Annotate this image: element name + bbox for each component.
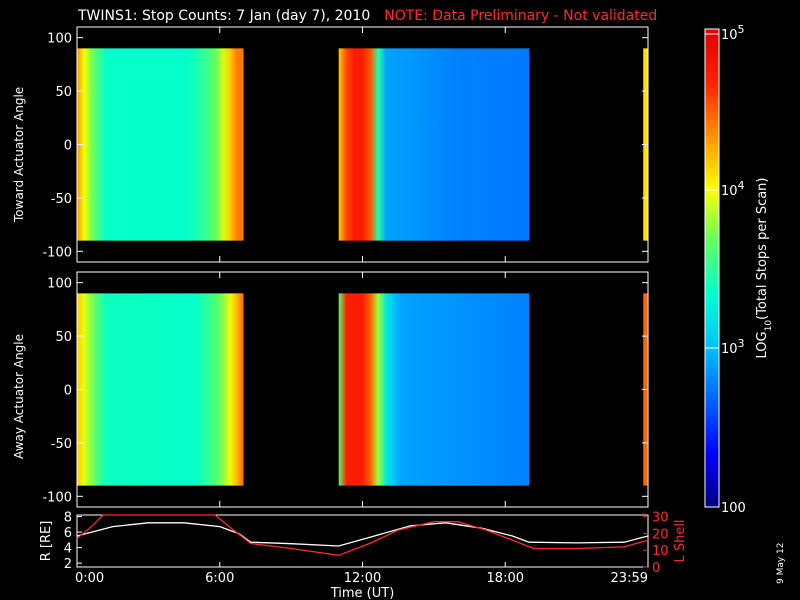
colorbar-tick-exponent: 5 <box>738 23 745 36</box>
toward-ytick-label: -50 <box>51 192 72 207</box>
chart-title: TWINS1: Stop Counts: 7 Jan (day 7), 2010… <box>78 8 657 24</box>
orbit-right-tick-label: 20 <box>652 527 669 542</box>
colorbar-tick-base: 100 <box>721 501 746 516</box>
colorbar-label-sub: 10 <box>764 320 774 332</box>
toward-ytick-label: 100 <box>47 32 72 47</box>
colorbar-tick-label: 105 <box>721 23 745 43</box>
colorbar-label-log: LOG <box>755 331 770 358</box>
away-ytick-label: 100 <box>47 277 72 292</box>
toward-ytick-label: -100 <box>42 245 72 260</box>
colorbar-tick-base: 10 <box>721 28 738 43</box>
colorbar-tick-base: 10 <box>721 342 738 357</box>
toward-ytick-label: 50 <box>55 85 72 100</box>
away-ytick-label: -100 <box>42 490 72 505</box>
toward-ytick-label: 0 <box>64 139 72 154</box>
orbit-right-label: L Shell <box>673 519 688 562</box>
orbit-xlabel: Time (UT) <box>330 586 395 600</box>
orbit-left-tick-label: 6 <box>64 526 72 541</box>
colorbar-tick-label: 104 <box>721 179 745 199</box>
colorbar-tick-label: 100 <box>721 501 746 516</box>
orbit-left-tick-label: 4 <box>64 542 72 557</box>
orbit-xtick-label: 23:59 <box>611 571 648 586</box>
colorbar-tick-base: 10 <box>721 184 738 199</box>
orbit-xtick-label: 18:00 <box>487 571 524 586</box>
colorbar-tick-exponent: 4 <box>738 179 745 192</box>
orbit-xtick-label: 0:00 <box>75 571 104 586</box>
away-ytick-label: -50 <box>51 437 72 452</box>
orbit-left-label: R [RE] <box>39 521 54 562</box>
orbit-left-tick-label: 2 <box>64 557 72 572</box>
orbit-xtick-label: 6:00 <box>205 571 234 586</box>
away-segment-2 <box>338 293 530 486</box>
away-ytick-label: 0 <box>64 384 72 399</box>
toward-segment-2 <box>338 48 530 241</box>
orbit-right-tick-label: 10 <box>652 544 669 559</box>
orbit-series-l-shell <box>76 514 649 556</box>
orbit-left-tick-label: 8 <box>64 511 72 526</box>
orbit-right-tick-label: 0 <box>652 561 660 576</box>
colorbar-scale <box>704 28 720 508</box>
colorbar-label: LOG10(Total Stops per Scan) <box>755 178 774 359</box>
chart-title-main: TWINS1: Stop Counts: 7 Jan (day 7), 2010 <box>78 8 371 24</box>
orbit-right-tick-label: 30 <box>652 511 669 526</box>
colorbar-tick-exponent: 3 <box>738 337 745 350</box>
colorbar-label-rest: (Total Stops per Scan) <box>755 178 770 320</box>
chart-note: NOTE: Data Preliminary - Not validated <box>384 8 658 24</box>
toward-heatmap: 100 50 0 -50 -100 <box>42 26 649 263</box>
orbit-frame <box>76 514 649 568</box>
away-ytick-label: 50 <box>55 330 72 345</box>
away-heatmap: 100 50 0 -50 -100 <box>42 271 649 508</box>
orbit-series-r <box>76 522 649 547</box>
orbit-xtick-label: 12:00 <box>344 571 381 586</box>
away-segment-1 <box>77 293 244 486</box>
toward-segment-1 <box>77 48 244 241</box>
colorbar-tick-label: 103 <box>721 337 745 357</box>
